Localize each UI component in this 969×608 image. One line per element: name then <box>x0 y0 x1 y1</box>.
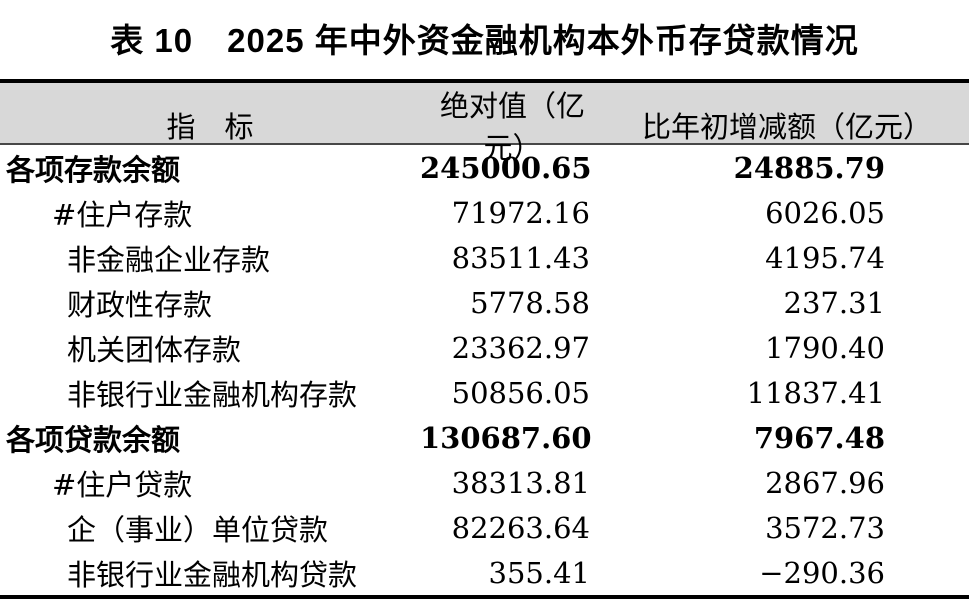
row-absolute-value: 83511.43 <box>451 240 590 275</box>
table-title: 表 10 2025 年中外资金融机构本外币存贷款情况 <box>110 22 859 59</box>
row-change-amount: 24885.79 <box>733 150 885 185</box>
table-row: 非银行业金融机构存款 50856.05 11837.41 <box>0 370 969 415</box>
row-change-amount: 11837.41 <box>746 375 885 410</box>
table-row: 各项存款余额 245000.65 24885.79 <box>0 145 969 190</box>
row-change-amount: 1790.40 <box>765 330 885 365</box>
row-absolute-value: 50856.05 <box>451 375 590 410</box>
row-change-amount: 7967.48 <box>753 420 885 455</box>
row-change-amount: 4195.74 <box>765 240 885 275</box>
row-indicator-label: #住户贷款 <box>52 467 193 502</box>
row-indicator-label: 非银行业金融机构贷款 <box>67 557 358 592</box>
row-absolute-value: 82263.64 <box>451 510 590 545</box>
header-absolute-value: 绝对值（亿元） <box>439 89 585 165</box>
row-change-amount: 3572.73 <box>765 510 885 545</box>
table-row: 各项贷款余额 130687.60 7967.48 <box>0 415 969 460</box>
row-absolute-value: 130687.60 <box>420 420 592 455</box>
row-absolute-value: 5778.58 <box>470 285 590 320</box>
row-indicator-label: 非银行业金融机构存款 <box>67 377 358 412</box>
table-row: #住户贷款 38313.81 2867.96 <box>0 460 969 505</box>
row-absolute-value: 245000.65 <box>420 150 592 185</box>
row-change-amount: 6026.05 <box>765 195 885 230</box>
table-row: 非金融企业存款 83511.43 4195.74 <box>0 235 969 280</box>
row-indicator-label: 各项存款余额 <box>6 152 181 187</box>
row-absolute-value: 38313.81 <box>451 465 590 500</box>
row-absolute-value: 355.41 <box>488 555 590 590</box>
table-body: 各项存款余额 245000.65 24885.79 #住户存款 71972.16 6026… <box>0 145 969 595</box>
header-indicator: 指 标 <box>166 110 254 144</box>
row-indicator-label: 各项贷款余额 <box>6 422 181 457</box>
row-absolute-value: 23362.97 <box>451 330 590 365</box>
table-header-row: 指 标 绝对值（亿元） 比年初增减额（亿元） <box>0 83 969 165</box>
row-absolute-value: 71972.16 <box>451 195 590 230</box>
row-indicator-label: 企（事业）单位贷款 <box>67 512 329 547</box>
row-indicator-label: 机关团体存款 <box>67 332 242 367</box>
row-indicator-label: #住户存款 <box>52 197 193 232</box>
row-change-amount: 237.31 <box>783 285 885 320</box>
row-change-amount: 2867.96 <box>765 465 885 500</box>
row-indicator-label: 非金融企业存款 <box>67 242 271 277</box>
row-indicator-label: 财政性存款 <box>67 287 213 322</box>
header-change-amount: 比年初增减额（亿元） <box>641 110 932 144</box>
row-change-amount: −290.36 <box>759 555 885 590</box>
table-row: 企（事业）单位贷款 82263.64 3572.73 <box>0 505 969 550</box>
table-row: 机关团体存款 23362.97 1790.40 <box>0 325 969 370</box>
data-table: 指 标 绝对值（亿元） 比年初增减额（亿元） 各项存款余额 245000.65 24… <box>0 79 969 599</box>
table-row: #住户存款 71972.16 6026.05 <box>0 190 969 235</box>
table-row: 非银行业金融机构贷款 355.41 −290.36 <box>0 550 969 595</box>
table-row: 财政性存款 5778.58 237.31 <box>0 280 969 325</box>
